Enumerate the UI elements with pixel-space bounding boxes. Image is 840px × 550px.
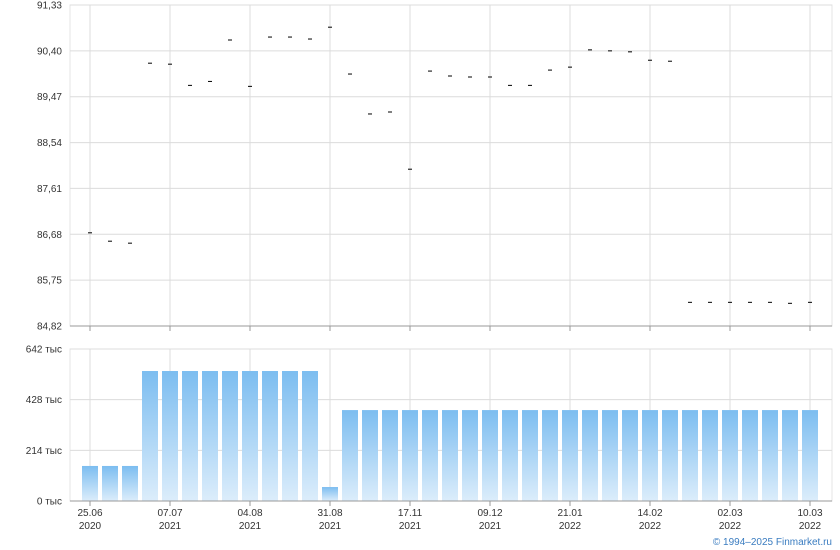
bar	[582, 410, 598, 501]
x-tick-label: 14.02 2022	[637, 508, 662, 532]
x-tick-label: 21.01 2022	[557, 508, 582, 532]
bar	[262, 371, 278, 501]
y-tick-label: 428 тыс	[26, 395, 62, 406]
bar	[522, 410, 538, 501]
bar	[282, 371, 298, 501]
bar	[542, 410, 558, 501]
y-tick-label: 642 тыс	[26, 345, 62, 356]
bar	[342, 410, 358, 501]
bar	[142, 371, 158, 501]
x-tick-label: 31.08 2021	[317, 508, 342, 532]
plot-frame	[69, 4, 833, 327]
y-tick-label: 85,75	[37, 276, 62, 287]
bar	[682, 410, 698, 501]
bar	[102, 465, 118, 501]
bar	[462, 410, 478, 501]
bar	[442, 410, 458, 501]
bar	[702, 410, 718, 501]
bar	[762, 410, 778, 501]
bar	[82, 465, 98, 501]
y-tick-label: 84,82	[37, 322, 62, 333]
bar	[222, 371, 238, 501]
y-tick-label: 88,54	[37, 138, 62, 149]
y-tick-label: 86,68	[37, 230, 62, 241]
x-tick-label: 02.03 2022	[717, 508, 742, 532]
bar	[122, 465, 138, 501]
x-tick-label: 25.06 2020	[77, 508, 102, 532]
bar	[182, 371, 198, 501]
y-tick-label: 91,33	[37, 1, 62, 12]
y-tick-label: 214 тыс	[26, 446, 62, 457]
y-tick-label: 89,47	[37, 92, 62, 103]
bar	[642, 410, 658, 501]
bar	[242, 371, 258, 501]
bar	[722, 410, 738, 501]
bar	[802, 410, 818, 501]
y-tick-label: 87,61	[37, 184, 62, 195]
y-tick-label: 0 тыс	[37, 497, 62, 508]
bar	[402, 410, 418, 501]
bar	[202, 371, 218, 501]
bar	[302, 371, 318, 501]
x-tick-label: 09.12 2021	[477, 508, 502, 532]
x-tick-label: 17.11 2021	[398, 508, 423, 532]
y-tick-label: 90,40	[37, 46, 62, 57]
x-tick-label: 07.07 2021	[157, 508, 182, 532]
bar	[162, 371, 178, 501]
bar	[782, 410, 798, 501]
x-tick-label: 04.08 2021	[237, 508, 262, 532]
bar	[602, 410, 618, 501]
bar	[622, 410, 638, 501]
copyright: © 1994–2025 Finmarket.ru	[713, 537, 832, 548]
bar	[422, 410, 438, 501]
bar	[742, 410, 758, 501]
bar	[362, 410, 378, 501]
x-tick-label: 10.03 2022	[797, 508, 822, 532]
bar	[562, 410, 578, 501]
bar	[322, 487, 338, 501]
bar	[382, 410, 398, 501]
bar	[662, 410, 678, 501]
bar	[502, 410, 518, 501]
bar	[482, 410, 498, 501]
